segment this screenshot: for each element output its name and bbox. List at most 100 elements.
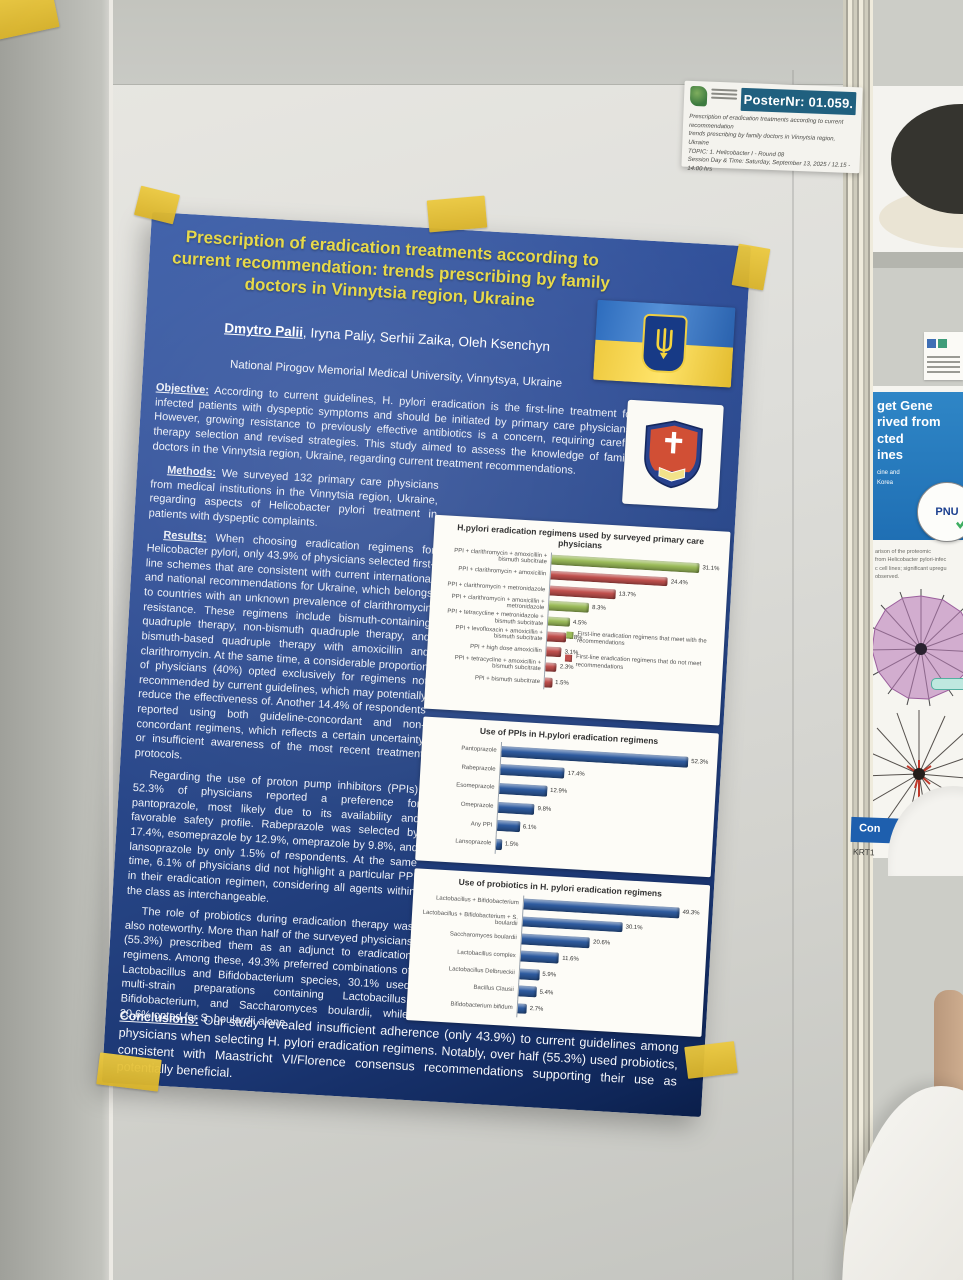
authors-line: Dmytro Palii, Iryna Paliy, Serhii Zaika,… (173, 317, 601, 357)
legend-swatch (566, 631, 574, 639)
neighbor-title-line: ines (877, 446, 904, 462)
bar-label: Saccharomyces boulardii (449, 931, 517, 942)
bar-value: 30.1% (625, 924, 643, 932)
bar (549, 600, 590, 613)
bar-label: Lactobacillus Delbrueckii (448, 966, 515, 977)
bar (547, 631, 567, 643)
results-text-1: When choosing eradication regimens for H… (134, 531, 436, 762)
bar-value: 8.3% (591, 605, 606, 612)
results-paragraph-1: Results: When choosing eradication regim… (134, 527, 435, 777)
ehmsg-logo-icon (689, 85, 708, 107)
poster-number: PosterNr: 01.059. (740, 87, 857, 116)
neighbor-subline: cine and (877, 470, 900, 476)
label-logo-blue (927, 339, 936, 348)
bar-value: 31.1% (702, 565, 720, 573)
neighbor-krt-text: KRT1 (852, 846, 875, 858)
teal-badge (931, 678, 963, 690)
tape-bottom-right (684, 1041, 738, 1079)
chart-rows: Lactobacillus + Bifidobacterium 49.3% Lact… (412, 889, 700, 1028)
ehmsg-logo-text (711, 87, 738, 102)
bar-label: Pantoprazole (461, 745, 497, 754)
bar-value: 52.3% (691, 759, 709, 767)
bar-label: Any PPI (470, 821, 493, 829)
legend-swatch (564, 654, 573, 663)
bar-value: 5.4% (539, 989, 554, 996)
neighbor-body-line: arison of the proteomic (875, 549, 931, 555)
bar (498, 801, 535, 815)
objective-heading: Objective: (155, 381, 210, 397)
bar (500, 764, 566, 779)
bar (549, 585, 617, 599)
wall-left-panel (0, 0, 113, 1280)
bar-label: Bacillus Clausii (473, 985, 514, 994)
bar-label: Bifidobacterium bifidum (450, 1001, 513, 1011)
neighbor-subline: Korea (877, 479, 894, 486)
chart-eradication-regimens: H.pylori eradication regimens used by su… (423, 514, 731, 726)
bar-value: 24.4% (670, 578, 688, 586)
shelf-band (873, 252, 963, 268)
research-poster: Prescription of eradication treatments a… (101, 212, 752, 1118)
ukraine-flag (593, 299, 736, 388)
background-shelf (873, 86, 963, 256)
poster-number-tag: PosterNr: 01.059. Prescription of eradic… (681, 80, 863, 174)
neighbor-title-line: cted (877, 430, 904, 446)
results-paragraph-2: Regarding the use of proton pump inhibit… (126, 768, 422, 905)
bar (518, 985, 537, 998)
bar-value: 49.3% (682, 910, 700, 918)
wall-top (0, 0, 963, 85)
bar (548, 616, 571, 627)
bar (496, 820, 521, 833)
bar-label: Omeprazole (460, 801, 494, 810)
bar-label: Esomeprazole (455, 782, 495, 791)
bar (520, 950, 560, 964)
chart-rows: Pantoprazole 52.3% Rabeprazole 17.4% Esomepr… (422, 738, 709, 866)
bar-value: 12.9% (549, 788, 568, 796)
bar-value: 9.8% (537, 806, 552, 814)
objective-text: According to current guidelines, H. pylo… (152, 384, 636, 477)
bar-value: 1.5% (554, 679, 569, 687)
bar-value: 4.5% (572, 619, 587, 627)
bar-label: Lansoprazole (455, 838, 492, 847)
wall-panel-seam (109, 0, 113, 1280)
coauthors: , Iryna Paliy, Serhii Zaika, Oleh Ksench… (302, 324, 551, 355)
methods-heading: Methods: (166, 464, 217, 480)
chart-probiotics-use: Use of probiotics in H. pylori eradicati… (405, 868, 711, 1037)
neighbor-body-line: c cell lines; significant upregu (875, 565, 947, 572)
bar-value: 20.6% (592, 939, 611, 947)
left-text-column: Methods: We surveyed 132 primary care ph… (119, 462, 439, 1043)
methods-paragraph: Methods: We surveyed 132 primary care ph… (148, 462, 439, 537)
bar (544, 677, 553, 688)
poster-title: Prescription of eradication treatments a… (171, 226, 611, 310)
bar-label: Lactobacillus + Bifidobacterium (435, 895, 519, 907)
chart-ppi-use: Use of PPIs in H.pylori eradication regi… (415, 716, 719, 878)
board-frame-strip (843, 0, 873, 1280)
university-emblem (621, 399, 724, 510)
neighbor-title-line: get Gene (877, 398, 933, 413)
results-heading: Results: (163, 528, 208, 544)
bar-value: 6.1% (522, 824, 537, 831)
neighbor-poster: get Gene rived from cted ines cine and Ko… (873, 386, 963, 858)
board-seam (792, 70, 794, 1280)
bar-label: Rabeprazole (461, 764, 496, 773)
bar-value: 17.4% (567, 770, 585, 778)
neighbor-label-card (924, 332, 963, 380)
label-logo-green (938, 339, 947, 348)
bar-value: 13.7% (618, 591, 636, 599)
bar (519, 968, 540, 981)
bar-value: 11.6% (562, 955, 579, 963)
bar (521, 933, 591, 949)
stamp-check-icon (956, 517, 963, 529)
bar-label: PPI + bismuth subcitrate (474, 675, 541, 685)
bar-value: 2.7% (529, 1006, 544, 1013)
lead-author: Dmytro Palii (223, 320, 304, 340)
neighbor-title-line: rived from (877, 414, 941, 430)
bar-value: 1.5% (504, 841, 519, 849)
conclusions-heading: Conclusions: (119, 1008, 200, 1028)
stamp-text: PNU (935, 506, 959, 518)
neighbor-body-text: arison of the proteomic from Helicobacte… (875, 548, 959, 581)
chart-rows: PPI + clarithromycin + amoxicillin + bis… (431, 546, 720, 700)
bar (495, 838, 503, 851)
bar-value: 5.9% (542, 971, 557, 979)
bar-label: Lactobacillus complex (456, 949, 516, 959)
